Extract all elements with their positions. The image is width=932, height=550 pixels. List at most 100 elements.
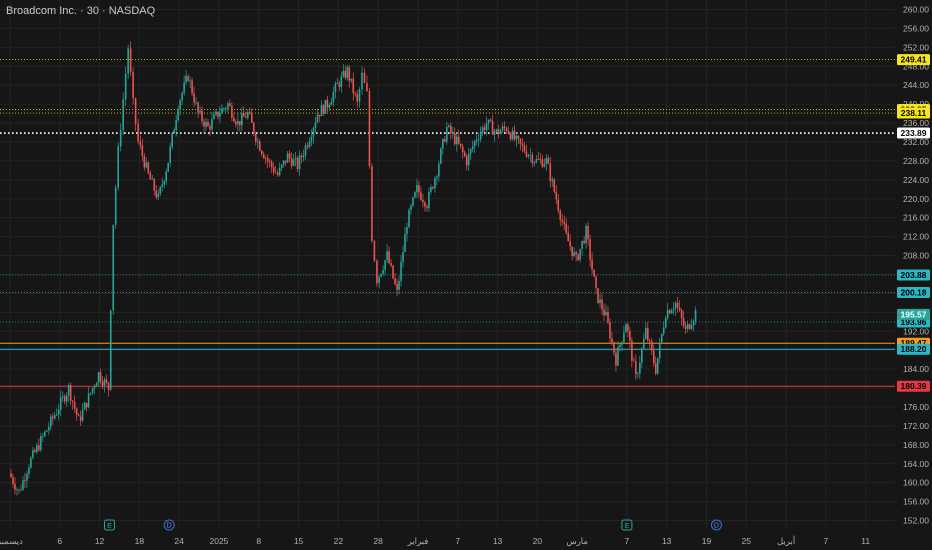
candle-body: [119, 130, 122, 147]
candle-body: [272, 167, 275, 173]
candle-body: [646, 327, 649, 341]
candle-body: [519, 138, 522, 144]
x-tick-label: 15: [294, 536, 304, 546]
candle-body: [682, 318, 685, 326]
candle-body: [565, 223, 568, 233]
candle-body: [589, 239, 591, 260]
candle-body: [384, 260, 386, 270]
candle-body: [507, 131, 510, 134]
candle-body: [159, 187, 162, 194]
candle-body: [444, 138, 446, 142]
y-tick-label: 176.00: [903, 402, 929, 412]
candle-body: [69, 385, 72, 401]
candle-body: [181, 92, 183, 101]
candle-body: [233, 117, 235, 122]
candle-body: [607, 311, 609, 323]
candle-body: [654, 363, 657, 374]
candle-body: [103, 379, 106, 386]
candle-body: [533, 162, 536, 164]
y-tick-label: 224.00: [903, 175, 929, 185]
dividend-marker[interactable]: [710, 519, 722, 531]
candle-body: [694, 310, 697, 321]
candle-body: [227, 103, 229, 109]
candle-body: [487, 119, 490, 124]
candle-body: [483, 127, 486, 130]
candle-body: [350, 78, 353, 81]
candle-body: [169, 146, 171, 163]
candle-body: [585, 225, 587, 244]
candle-body: [623, 332, 625, 342]
time-axis[interactable]: ديسمبر 6 12 18 24 2025 8 15 22 28 فبراير 7 13 20 مارس 7…: [0, 534, 870, 547]
candle-body: [428, 191, 430, 209]
price-tag-label: 188.20: [901, 344, 927, 354]
candle-body: [161, 184, 164, 188]
earnings-marker-label: E: [625, 523, 630, 530]
candle-body: [268, 161, 271, 163]
candle-body: [587, 225, 589, 240]
candle-body: [348, 67, 351, 81]
candle-body: [493, 130, 496, 135]
candle-body: [398, 280, 400, 290]
candle-body: [505, 128, 508, 132]
candle-body: [276, 172, 279, 176]
candle-body: [127, 48, 129, 74]
y-tick-label: 248.00: [903, 61, 929, 71]
candle-body: [245, 116, 247, 118]
candle-body: [308, 141, 311, 147]
candle-body: [424, 202, 426, 207]
candle-body: [22, 480, 24, 490]
candle-body: [61, 396, 64, 398]
y-tick-label: 152.00: [903, 516, 929, 526]
candle-body: [173, 130, 175, 134]
candle-body: [312, 128, 315, 137]
last-price-label: 195.57: [901, 309, 927, 319]
candle-body: [656, 357, 659, 374]
candle-body: [122, 99, 124, 131]
candle-body: [688, 324, 691, 329]
candle-body: [686, 324, 689, 329]
candle-body: [112, 224, 115, 311]
candle-body: [426, 206, 428, 209]
candle-body: [87, 393, 90, 408]
candle-body: [473, 141, 476, 147]
candle-body: [44, 431, 46, 436]
x-tick-label: 13: [662, 536, 672, 546]
candle-body: [501, 126, 504, 131]
earnings-marker[interactable]: [104, 519, 115, 531]
candle-body: [346, 67, 349, 78]
candle-body: [662, 327, 665, 334]
candle-body: [382, 269, 384, 274]
candle-body: [14, 483, 16, 490]
grid-lines: [0, 0, 895, 530]
price-tag-label: 233.89: [901, 128, 927, 138]
earnings-marker[interactable]: [621, 519, 633, 531]
price-tag: [897, 107, 930, 119]
candle-body: [459, 143, 462, 147]
candle-body: [414, 192, 416, 198]
candle-body: [229, 103, 231, 106]
candle-body: [551, 179, 554, 181]
x-tick-label: فبراير: [407, 536, 429, 547]
candle-body: [65, 395, 68, 402]
candle-body: [394, 278, 396, 285]
candle-body: [629, 330, 631, 341]
candle-body: [396, 284, 398, 290]
candle-body: [324, 99, 327, 114]
candle-body: [20, 489, 22, 491]
dividend-marker[interactable]: [163, 519, 175, 531]
candle-body: [250, 113, 253, 123]
candle-body: [617, 347, 619, 366]
price-tag: [897, 343, 930, 355]
x-tick-label: 12: [95, 536, 105, 546]
candle-body: [197, 102, 199, 113]
candle-body: [529, 155, 532, 156]
candle-body: [105, 379, 108, 383]
candle-body: [30, 457, 32, 468]
dividend-marker-label: D: [714, 523, 719, 530]
candle-body: [59, 397, 62, 410]
candle-body: [599, 299, 601, 303]
candle-body: [521, 143, 524, 146]
candle-body: [517, 135, 520, 139]
